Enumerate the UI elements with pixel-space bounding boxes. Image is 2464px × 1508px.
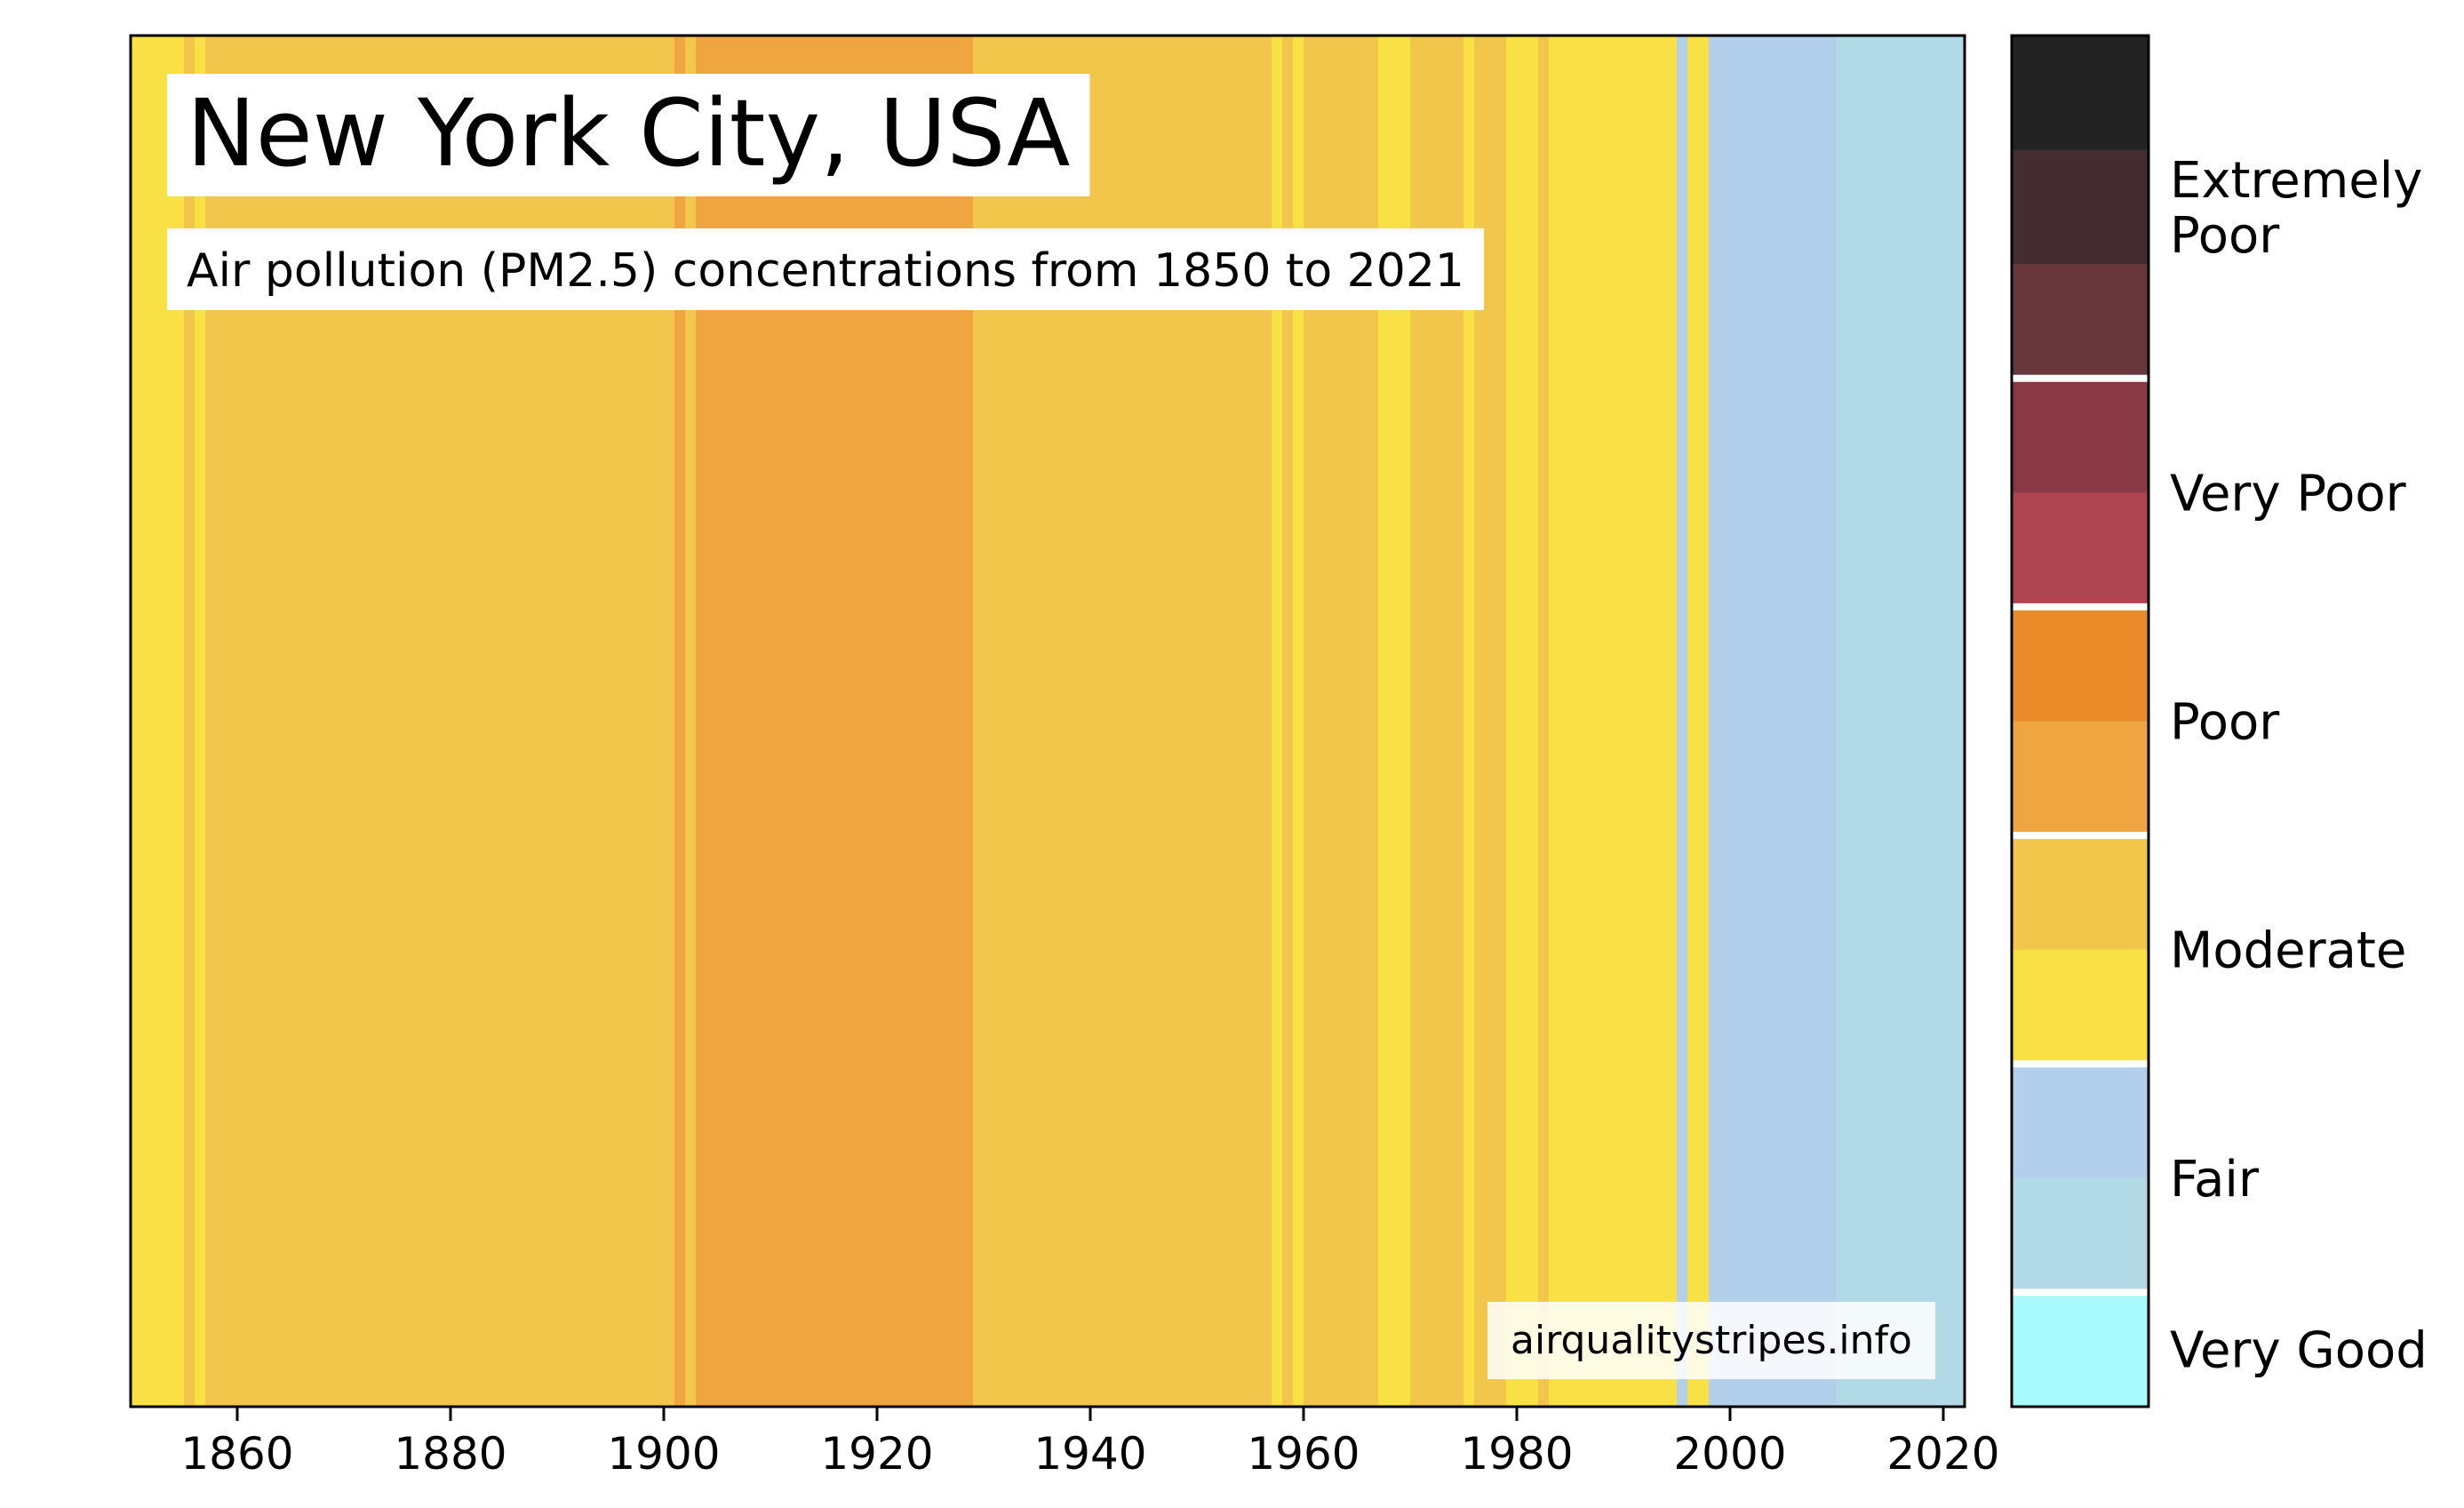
- legend-label-2-line-0: Poor: [2170, 694, 2280, 752]
- legend-swatch-6: [2012, 721, 2149, 836]
- legend-swatch-0: [2012, 36, 2149, 151]
- legend-label-3: Moderate: [2170, 922, 2406, 980]
- stripe-1958: [1282, 36, 1294, 1407]
- x-tick-label-2000: 2000: [1673, 1428, 1786, 1480]
- x-tick-label-1860: 1860: [180, 1428, 293, 1480]
- stripe-1982: [1538, 36, 1550, 1407]
- legend-swatch-5: [2012, 606, 2149, 722]
- x-tick-label-1900: 1900: [607, 1428, 720, 1480]
- stripe-1959: [1293, 36, 1304, 1407]
- stripe-1996: [1687, 36, 1710, 1407]
- legend-label-3-line-0: Moderate: [2170, 922, 2406, 980]
- legend-swatch-10: [2012, 1177, 2149, 1294]
- watermark-text: airqualitystripes.info: [1511, 1318, 1912, 1363]
- legend-swatch-1: [2012, 149, 2149, 265]
- stripe-1856: [195, 36, 206, 1407]
- legend-label-5-line-0: Very Good: [2170, 1322, 2428, 1380]
- legend-label-1-line-0: Very Poor: [2170, 465, 2407, 523]
- stripe-1983: [1549, 36, 1678, 1407]
- subtitle-box: [167, 228, 1484, 310]
- legend-label-0-line-1: Poor: [2170, 207, 2280, 265]
- legend-swatch-8: [2012, 949, 2149, 1065]
- legend-swatch-11: [2012, 1292, 2149, 1408]
- legend-swatch-3: [2012, 378, 2149, 493]
- plot-frame: [129, 34, 1966, 1408]
- stripe-1902: [685, 36, 697, 1407]
- x-tick-label-2020: 2020: [1886, 1428, 1999, 1480]
- legend-label-1: Very Poor: [2170, 465, 2407, 523]
- legend-label-5: Very Good: [2170, 1322, 2428, 1380]
- title-box: [167, 74, 1090, 196]
- x-tick-label-1940: 1940: [1033, 1428, 1146, 1480]
- stripe-1979: [1506, 36, 1539, 1407]
- chart-subtitle: Air pollution (PM2.5) concentrations fro…: [187, 244, 1464, 298]
- stripe-1995: [1677, 36, 1688, 1407]
- stripe-1975: [1463, 36, 1475, 1407]
- x-axis: 1860 1880 1900 1920 1940 1960 1980 2000 2020: [180, 1407, 2000, 1480]
- x-tick-label-1920: 1920: [820, 1428, 933, 1480]
- legend-frame: [2010, 34, 2150, 1408]
- x-tick-label-1980: 1980: [1460, 1428, 1573, 1480]
- stripe-2010: [1837, 36, 1966, 1407]
- stripe-1855: [184, 36, 195, 1407]
- x-tick-label-1880: 1880: [394, 1428, 506, 1480]
- x-tick-label-1960: 1960: [1247, 1428, 1360, 1480]
- legend-swatch-7: [2012, 835, 2149, 951]
- watermark-box: [1487, 1302, 1935, 1379]
- legend-label-0: Extremely Poor: [2170, 152, 2422, 265]
- stripe-1901: [674, 36, 686, 1407]
- stripe-1998: [1709, 36, 1838, 1407]
- legend-swatch-2: [2012, 264, 2149, 379]
- legend-label-4-line-0: Fair: [2170, 1151, 2260, 1209]
- chart-title: New York City, USA: [187, 79, 1070, 188]
- legend-swatch-4: [2012, 492, 2149, 608]
- legend-label-4: Fair: [2170, 1151, 2260, 1209]
- stripe-1957: [1272, 36, 1283, 1407]
- legend-label-2: Poor: [2170, 694, 2280, 752]
- legend-label-0-line-0: Extremely: [2170, 152, 2422, 210]
- legend-swatch-9: [2012, 1064, 2149, 1179]
